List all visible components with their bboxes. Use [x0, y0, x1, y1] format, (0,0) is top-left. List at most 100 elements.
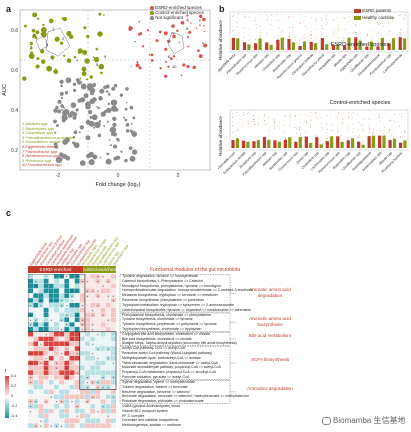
heatmap-cell — [84, 408, 91, 414]
outlier — [379, 115, 380, 117]
legend-control-label: Control-enriched species — [155, 10, 204, 15]
significance-star: * — [97, 275, 99, 280]
heatmap-cell — [100, 341, 106, 347]
heatmap-cell — [58, 346, 65, 352]
heatmap-cell — [58, 374, 65, 380]
significance-star: * — [30, 352, 32, 357]
heatmap-cell — [53, 350, 60, 356]
significance-star: * — [92, 342, 94, 347]
heatmap-cell — [53, 312, 60, 318]
box — [398, 142, 403, 148]
outlier — [405, 132, 406, 133]
outlier — [361, 124, 363, 126]
outlier — [255, 17, 257, 19]
outlier — [254, 123, 255, 125]
ns-point — [72, 135, 76, 139]
outlier — [321, 33, 323, 35]
watermark-text: Biomamba 生信基地 — [333, 416, 406, 425]
outlier — [348, 116, 350, 117]
heatmap-cell — [105, 365, 111, 371]
box — [369, 41, 373, 50]
heatmap-cell — [95, 341, 101, 347]
ns-point — [88, 159, 95, 166]
esrd-point — [146, 29, 149, 32]
heatmap-cell — [53, 408, 60, 414]
ns-point — [63, 109, 70, 116]
legend-healthy-controls: Healthy controls — [354, 15, 394, 20]
outlier — [379, 129, 381, 131]
box — [262, 136, 267, 148]
outlier — [321, 17, 322, 19]
significance-star: * — [102, 376, 104, 381]
outlier — [316, 35, 317, 37]
outlier — [306, 115, 307, 116]
outlier — [342, 140, 343, 142]
heatmap-cell — [48, 374, 54, 380]
heatmap-cell — [58, 312, 65, 318]
group-label: Aromatic amino acid degradation — [249, 287, 291, 298]
ns-point — [60, 96, 64, 100]
heatmap-cell — [69, 278, 75, 284]
significance-star: * — [61, 424, 63, 429]
box — [347, 37, 351, 50]
heatmap-cell — [79, 384, 86, 390]
outlier — [377, 14, 379, 16]
heatmap-cell — [58, 288, 65, 294]
panel-b-boxplots: Relative abundance Relative abundance ES… — [218, 11, 409, 177]
outlier — [369, 128, 371, 130]
heatmap-cell — [43, 379, 49, 385]
heatmap-cell — [33, 379, 39, 385]
outlier — [384, 127, 386, 128]
outlier — [355, 34, 357, 36]
heatmap-cell — [43, 423, 49, 429]
significance-star: * — [87, 400, 89, 405]
ns-point — [103, 124, 106, 127]
significance-star: * — [92, 313, 94, 318]
significance-star: * — [45, 332, 47, 337]
heatmap-cell — [105, 394, 111, 400]
outlier — [367, 35, 368, 36]
outlier — [285, 114, 287, 116]
box — [267, 139, 271, 148]
outlier — [265, 123, 266, 125]
outlier — [343, 37, 345, 39]
control-point — [93, 56, 100, 63]
ns-point — [73, 130, 78, 135]
heatmap-cell — [48, 312, 54, 318]
heatmap-cell — [58, 336, 65, 342]
outlier — [326, 123, 328, 125]
heatmap-cell — [69, 341, 75, 347]
outlier — [269, 24, 271, 25]
outlier — [354, 24, 356, 25]
outlier — [384, 111, 386, 113]
heatmap-cell — [84, 317, 91, 323]
outlier — [373, 118, 375, 120]
row-label: Methylaspartate cycle, acetoacetyl-CoA =… — [122, 355, 201, 360]
heatmap-cell — [48, 336, 54, 342]
outlier — [399, 15, 400, 17]
outlier — [315, 29, 316, 31]
box — [388, 139, 392, 148]
significance-star: * — [76, 275, 78, 280]
heatmap-cell — [95, 307, 101, 313]
esrd-point — [136, 61, 139, 64]
heatmap-cell — [38, 293, 44, 299]
outlier — [366, 43, 368, 45]
outlier — [394, 121, 396, 123]
top-y-label: Relative abundance — [218, 20, 223, 60]
outlier — [299, 128, 300, 130]
heatmap-cell — [58, 379, 65, 385]
control-point — [41, 31, 47, 38]
heatmap-cell — [84, 360, 91, 366]
significance-star: * — [102, 385, 104, 390]
box — [231, 140, 235, 148]
ns-point — [80, 81, 83, 84]
outlier — [255, 39, 256, 41]
esrd-point — [164, 47, 168, 51]
outlier — [358, 122, 360, 123]
outlier — [242, 124, 243, 125]
heatmap-cell — [43, 302, 49, 308]
outlier — [347, 137, 348, 139]
heatmap-cell — [74, 355, 80, 361]
heatmap-cell — [110, 312, 117, 318]
